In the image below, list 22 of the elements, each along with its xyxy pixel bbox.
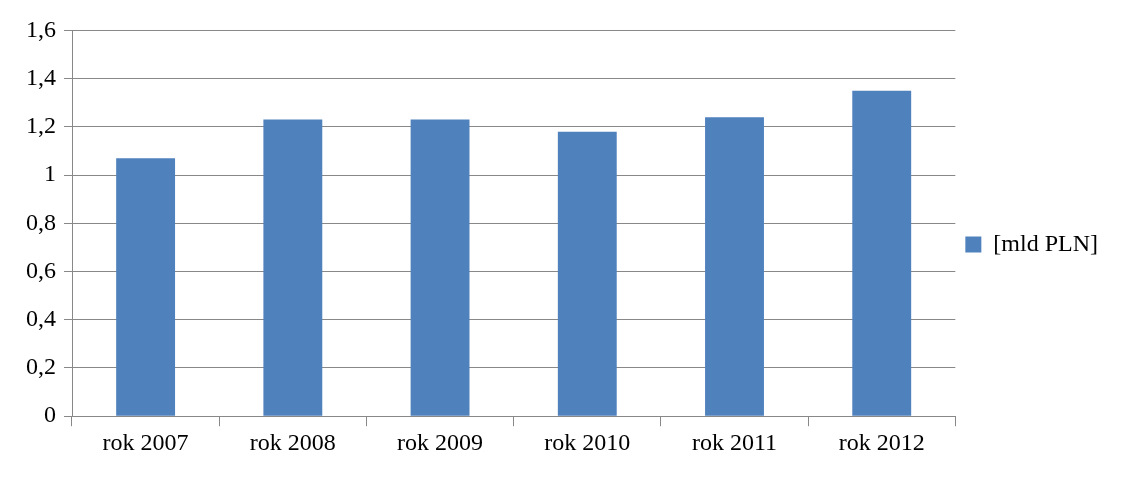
y-tick-label: 0,8: [26, 208, 56, 235]
x-tick-label: rok 2011: [691, 428, 778, 455]
x-tick-label: rok 2012: [838, 428, 925, 455]
bar: [410, 119, 470, 416]
bar: [116, 158, 176, 416]
x-tick-label: rok 2009: [397, 428, 484, 455]
legend-label: [mld PLN]: [993, 229, 1099, 256]
y-tick-label: 0: [44, 401, 56, 428]
x-tick-label: rok 2010: [544, 428, 631, 455]
bar: [557, 131, 617, 416]
bar: [705, 117, 764, 416]
bar: [852, 90, 912, 416]
y-tick-label: 1,6: [26, 15, 56, 42]
bar: [263, 119, 323, 416]
y-tick-label: 0,2: [26, 353, 56, 380]
y-tick-label: 0,6: [26, 256, 56, 283]
y-tick-label: 1: [44, 160, 56, 187]
x-tick-label: rok 2008: [249, 428, 336, 455]
y-tick-label: 1,4: [26, 63, 56, 90]
y-tick-label: 1,2: [26, 112, 56, 139]
x-tick-label: rok 2007: [102, 428, 189, 455]
y-tick-label: 0,4: [26, 305, 56, 332]
